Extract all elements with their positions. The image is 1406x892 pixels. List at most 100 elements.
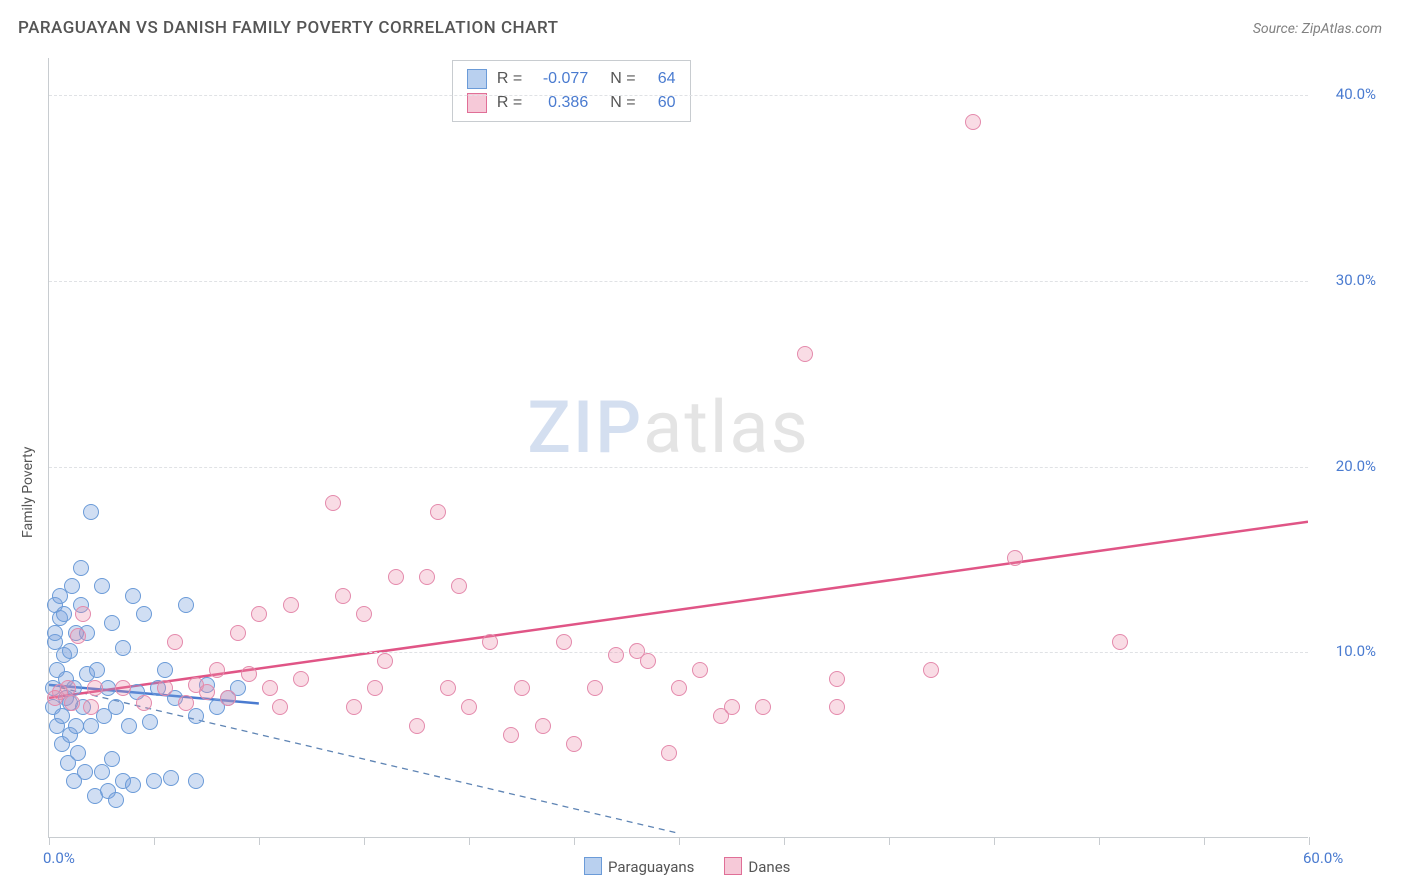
scatter-point-danes: [272, 699, 288, 715]
scatter-point-paraguayans: [136, 606, 152, 622]
scatter-point-danes: [230, 625, 246, 641]
watermark-part2: atlas: [643, 385, 810, 470]
scatter-point-danes: [83, 699, 99, 715]
scatter-point-danes: [556, 634, 572, 650]
scatter-point-paraguayans: [89, 662, 105, 678]
scatter-point-danes: [325, 495, 341, 511]
scatter-point-danes: [440, 680, 456, 696]
scatter-point-danes: [87, 680, 103, 696]
gridline-h: [49, 281, 1308, 282]
scatter-point-danes: [64, 695, 80, 711]
legend-bottom: Paraguayans Danes: [584, 846, 790, 886]
source-label: Source:: [1253, 21, 1302, 37]
scatter-point-paraguayans: [77, 764, 93, 780]
scatter-point-danes: [755, 699, 771, 715]
x-tick: [784, 837, 785, 845]
scatter-point-paraguayans: [104, 751, 120, 767]
scatter-point-danes: [262, 680, 278, 696]
legend-label: Paraguayans: [608, 858, 694, 876]
gridline-h: [49, 652, 1308, 653]
legend-item-paraguayans: Paraguayans: [584, 857, 694, 876]
source-name: ZipAtlas.com: [1302, 21, 1382, 37]
scatter-point-paraguayans: [163, 770, 179, 786]
scatter-point-danes: [209, 662, 225, 678]
scatter-point-danes: [220, 690, 236, 706]
scatter-point-paraguayans: [73, 560, 89, 576]
scatter-point-paraguayans: [125, 588, 141, 604]
scatter-point-paraguayans: [115, 640, 131, 656]
scatter-point-danes: [482, 634, 498, 650]
title-bar: PARAGUAYAN VS DANISH FAMILY POVERTY CORR…: [0, 0, 1406, 46]
scatter-point-danes: [503, 727, 519, 743]
scatter-point-danes: [829, 699, 845, 715]
scatter-point-paraguayans: [188, 773, 204, 789]
y-tick-label: 10.0%: [1336, 642, 1376, 660]
scatter-point-danes: [671, 680, 687, 696]
scatter-point-paraguayans: [157, 662, 173, 678]
scatter-point-danes: [692, 662, 708, 678]
scatter-point-danes: [461, 699, 477, 715]
scatter-point-paraguayans: [142, 714, 158, 730]
watermark-part1: ZIP: [527, 385, 643, 470]
scatter-point-danes: [60, 680, 76, 696]
scatter-point-paraguayans: [83, 504, 99, 520]
y-tick-label: 40.0%: [1336, 85, 1376, 103]
gridline-h: [49, 467, 1308, 468]
scatter-point-danes: [661, 745, 677, 761]
scatter-point-danes: [640, 653, 656, 669]
scatter-point-paraguayans: [70, 745, 86, 761]
watermark: ZIPatlas: [527, 385, 809, 470]
swatch-icon: [584, 857, 602, 875]
gridline-h: [49, 95, 1308, 96]
stat-n-value: 64: [646, 67, 676, 91]
scatter-point-paraguayans: [56, 606, 72, 622]
scatter-point-danes: [430, 504, 446, 520]
scatter-point-danes: [367, 680, 383, 696]
stats-legend-box: R =-0.077N =64R =0.386N =60: [452, 60, 691, 122]
scatter-point-danes: [1112, 634, 1128, 650]
scatter-point-danes: [167, 634, 183, 650]
scatter-point-paraguayans: [178, 597, 194, 613]
scatter-point-paraguayans: [188, 708, 204, 724]
x-tick: [994, 837, 995, 845]
scatter-point-danes: [566, 736, 582, 752]
scatter-point-danes: [419, 569, 435, 585]
scatter-point-paraguayans: [108, 699, 124, 715]
scatter-point-danes: [608, 647, 624, 663]
scatter-point-danes: [199, 684, 215, 700]
x-tick: [889, 837, 890, 845]
scatter-point-danes: [829, 671, 845, 687]
scatter-point-paraguayans: [108, 792, 124, 808]
scatter-point-paraguayans: [104, 615, 120, 631]
scatter-point-danes: [335, 588, 351, 604]
scatter-point-paraguayans: [62, 643, 78, 659]
y-tick-label: 20.0%: [1336, 457, 1376, 475]
plot-wrapper: Family Poverty ZIPatlas R =-0.077N =64R …: [48, 58, 1388, 858]
x-tick: [49, 837, 50, 845]
scatter-point-danes: [1007, 550, 1023, 566]
scatter-point-danes: [451, 578, 467, 594]
scatter-point-danes: [157, 680, 173, 696]
x-tick: [679, 837, 680, 845]
x-tick: [1309, 837, 1310, 845]
swatch-icon: [724, 857, 742, 875]
x-tick: [1204, 837, 1205, 845]
x-tick: [364, 837, 365, 845]
scatter-point-danes: [797, 346, 813, 362]
legend-item-danes: Danes: [724, 857, 790, 876]
swatch-icon: [467, 69, 487, 89]
scatter-point-paraguayans: [64, 578, 80, 594]
scatter-point-danes: [514, 680, 530, 696]
stat-n-label: N =: [610, 67, 635, 91]
plot-area: ZIPatlas R =-0.077N =64R =0.386N =60 10.…: [48, 58, 1308, 838]
stat-r-value: -0.077: [532, 67, 588, 91]
scatter-point-paraguayans: [146, 773, 162, 789]
scatter-point-danes: [923, 662, 939, 678]
scatter-point-danes: [293, 671, 309, 687]
scatter-point-danes: [75, 606, 91, 622]
scatter-point-danes: [251, 606, 267, 622]
x-tick-label: 60.0%: [1303, 849, 1343, 867]
chart-title: PARAGUAYAN VS DANISH FAMILY POVERTY CORR…: [18, 18, 559, 38]
scatter-point-danes: [724, 699, 740, 715]
source-credit: Source: ZipAtlas.com: [1253, 21, 1382, 37]
